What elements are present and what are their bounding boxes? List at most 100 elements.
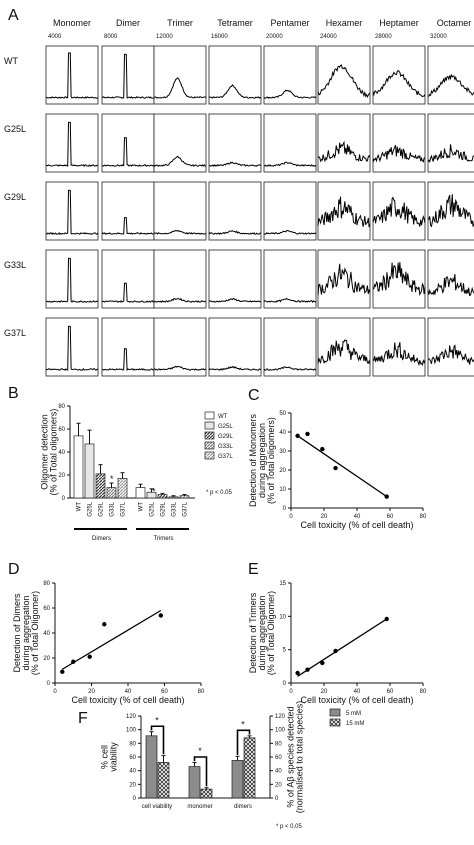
xtick-label: 80 xyxy=(420,514,427,520)
f-y2tick-label: 100 xyxy=(275,728,286,734)
f-significance: * xyxy=(155,715,159,725)
b-legend-label: G33L xyxy=(218,444,233,450)
trace-g29l-heptamer xyxy=(372,196,426,227)
row-label-g29l: G29L xyxy=(4,192,26,202)
xtick-label: 40 xyxy=(354,689,361,695)
trace-g29l-octamer xyxy=(427,194,474,228)
trace-panel xyxy=(101,181,155,241)
f-significance: * xyxy=(241,719,245,729)
trace-panel xyxy=(427,113,474,173)
trace-panel xyxy=(153,45,207,105)
panel-label-f: F xyxy=(78,710,88,727)
xtick-label: 80 xyxy=(198,689,205,695)
trace-g37l-hexamer xyxy=(317,339,371,365)
trace-wt-octamer xyxy=(427,73,474,97)
trace-panel xyxy=(372,249,426,309)
trace-wt-dimer xyxy=(101,53,155,99)
y-axis-label: Detection of Monomers during aggregation(… xyxy=(248,413,276,507)
b-xtick-label: G37L xyxy=(121,501,127,516)
f-y2label-line: (normalised to total species) xyxy=(295,701,305,814)
b-xtick-label: G29L xyxy=(161,501,167,516)
f-legend-label: 15 mM xyxy=(346,721,364,727)
f-bar-5mm-monomer xyxy=(188,766,201,799)
f-bar-15mm-monomer xyxy=(200,788,213,799)
panel-label-c: C xyxy=(248,387,260,404)
trace-panel xyxy=(263,181,317,241)
y-axis-label-line: during aggregation xyxy=(257,595,267,670)
trace-wt-trimer xyxy=(153,77,207,99)
b-ytick-label: 0 xyxy=(62,496,66,502)
b-group-label: Trimers xyxy=(153,536,173,542)
f-ytick-label: 80 xyxy=(129,741,136,747)
trace-g29l-hexamer xyxy=(317,196,371,228)
fit-line xyxy=(297,435,388,498)
ytick-label: 0 xyxy=(283,681,287,687)
b-significance: * xyxy=(110,474,114,484)
y-axis-label-line: Detection of Dimers xyxy=(12,593,22,673)
xtick-label: 20 xyxy=(321,689,328,695)
xtick-label: 80 xyxy=(420,689,427,695)
data-point xyxy=(102,622,107,627)
trace-panel xyxy=(101,317,155,377)
trace-panel xyxy=(45,317,99,377)
b-legend-label: G37L xyxy=(218,454,233,460)
xtick-label: 20 xyxy=(321,514,328,520)
y-axis-label: Detection of Dimers during aggregation (% … xyxy=(12,591,40,675)
trace-g25l-tetramer xyxy=(208,161,262,168)
data-point xyxy=(87,654,92,659)
b-legend-swatch xyxy=(204,451,215,460)
xtick-label: 60 xyxy=(161,689,168,695)
f-significance-bracket xyxy=(193,756,208,787)
f-y2tick-label: 40 xyxy=(275,769,282,775)
trace-g25l-dimer xyxy=(101,137,155,167)
f-ytick-label: 60 xyxy=(129,755,136,761)
trace-panel xyxy=(153,181,207,241)
trace-g33l-monomer xyxy=(46,257,99,303)
f-legend-label: 5 mM xyxy=(346,711,361,717)
data-point xyxy=(320,446,325,452)
trace-panel xyxy=(372,181,426,241)
b-bar-dimers-g29l xyxy=(95,473,106,499)
trace-g37l-octamer xyxy=(427,344,474,365)
column-label-octamer: Octamer xyxy=(437,18,472,28)
f-ylabel-line: % cell xyxy=(100,745,110,769)
panel-label-a: A xyxy=(8,7,19,24)
b-bar-trimers-g33l xyxy=(168,496,179,499)
trace-g37l-pentamer xyxy=(263,366,317,371)
f-y2tick-label: 20 xyxy=(275,782,282,788)
data-point xyxy=(384,494,389,499)
data-point xyxy=(384,616,389,622)
trace-wt-heptamer xyxy=(372,69,426,98)
trace-wt-hexamer xyxy=(317,64,371,99)
trace-g25l-octamer xyxy=(427,144,474,164)
f-xtick-label: cell viability xyxy=(142,804,172,810)
xtick-label: 0 xyxy=(289,514,293,520)
f-xtick-label: dimers xyxy=(234,804,252,810)
f-bar-15mm-cell-viability xyxy=(157,762,170,799)
trace-panel xyxy=(372,113,426,173)
trace-panel xyxy=(263,317,317,377)
data-point xyxy=(333,465,338,471)
panel-label-e: E xyxy=(248,561,259,578)
trace-g29l-tetramer xyxy=(208,230,262,235)
column-tick: 16000 xyxy=(211,34,228,40)
trace-panel xyxy=(208,181,262,241)
trace-panel xyxy=(101,249,155,309)
b-bar-dimers-g25l xyxy=(84,443,95,499)
trace-panel xyxy=(208,317,262,377)
column-tick: 32000 xyxy=(430,34,447,40)
trace-g33l-heptamer xyxy=(372,262,426,297)
b-xtick-label: G33L xyxy=(110,501,116,516)
b-bar-dimers-wt xyxy=(73,435,84,499)
b-legend-swatch xyxy=(204,411,215,420)
row-label-g33l: G33L xyxy=(4,260,26,270)
f-note: * p < 0.05 xyxy=(276,824,303,830)
xtick-label: 60 xyxy=(387,514,394,520)
y-axis-label-line: during aggregation xyxy=(21,595,31,670)
row-label-wt: WT xyxy=(4,56,18,66)
b-ytick-label: 40 xyxy=(58,450,65,456)
trace-panel xyxy=(153,113,207,173)
y-axis-label-line: (% of Total oligomers) xyxy=(266,417,276,504)
trace-panel xyxy=(208,249,262,309)
